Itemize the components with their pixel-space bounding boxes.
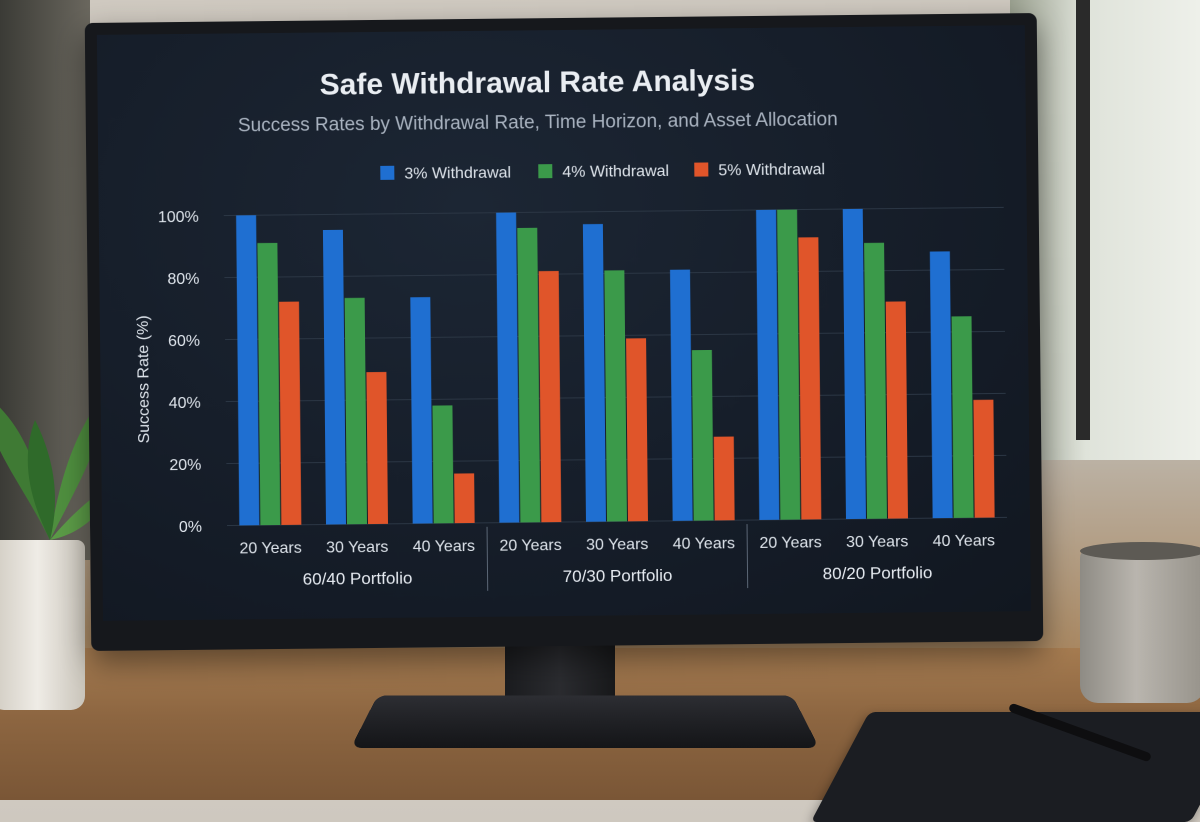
legend-swatch-1 (380, 165, 395, 180)
chart-bars (236, 208, 995, 526)
group-label: 80/20 Portfolio (823, 563, 933, 583)
x-tick-label: 20 Years (239, 540, 301, 558)
x-tick-label: 30 Years (586, 536, 648, 554)
bar-70-30-portfolio-20-years-1 (496, 212, 520, 523)
chart-legend: 3% Withdrawal 4% Withdrawal 5% Withdrawal (380, 161, 825, 183)
bar-70-30-portfolio-40-years-2 (691, 349, 714, 521)
y-axis-ticks: 0% 20% 40% 60% 80% 100% (158, 209, 202, 536)
bar-60-40-portfolio-20-years-1 (236, 215, 260, 526)
chart-title: Safe Withdrawal Rate Analysis (320, 64, 756, 102)
bar-60-40-portfolio-40-years-1 (410, 297, 433, 524)
x-tick-label: 30 Years (326, 539, 388, 557)
legend-swatch-2 (538, 164, 553, 179)
bar-80-20-portfolio-20-years-2 (777, 209, 801, 520)
coffee-mug-rim (1080, 542, 1200, 560)
bar-70-30-portfolio-30-years-2 (604, 270, 627, 522)
bar-80-20-portfolio-30-years-2 (864, 242, 887, 519)
chart-subtitle: Success Rates by Withdrawal Rate, Time H… (238, 109, 838, 136)
bar-70-30-portfolio-40-years-1 (670, 269, 693, 521)
monitor: Safe Withdrawal Rate Analysis Success Ra… (84, 13, 1044, 651)
bar-60-40-portfolio-20-years-3 (279, 301, 302, 525)
x-tick-label: 40 Years (673, 535, 735, 553)
monitor-screen: Safe Withdrawal Rate Analysis Success Ra… (96, 25, 1031, 621)
group-label: 60/40 Portfolio (303, 569, 413, 589)
bar-80-20-portfolio-40-years-1 (929, 251, 953, 519)
bar-60-40-portfolio-30-years-3 (366, 371, 388, 525)
bar-70-30-portfolio-30-years-1 (582, 223, 606, 522)
bar-60-40-portfolio-30-years-1 (322, 229, 347, 525)
monitor-stand-base (350, 695, 820, 748)
legend-label-1: 3% Withdrawal (404, 165, 511, 183)
bar-80-20-portfolio-30-years-1 (842, 208, 866, 520)
background-window (1010, 0, 1200, 460)
bar-80-20-portfolio-20-years-1 (756, 209, 780, 520)
bar-80-20-portfolio-40-years-2 (951, 316, 974, 518)
x-tick-label: 40 Years (413, 538, 475, 556)
y-tick-label: 60% (168, 333, 200, 350)
x-tick-label: 20 Years (759, 534, 821, 552)
window-frame (1076, 0, 1090, 440)
legend-label-2: 4% Withdrawal (562, 163, 669, 181)
legend-label-3: 5% Withdrawal (718, 161, 825, 179)
bar-70-30-portfolio-20-years-3 (538, 270, 562, 523)
bar-80-20-portfolio-30-years-3 (885, 301, 908, 519)
bar-80-20-portfolio-40-years-3 (973, 399, 995, 518)
x-tick-label: 30 Years (846, 533, 908, 551)
y-tick-label: 100% (158, 209, 199, 226)
plant-pot (0, 540, 85, 710)
group-separator (486, 526, 489, 591)
bar-70-30-portfolio-20-years-2 (517, 227, 541, 523)
bar-80-20-portfolio-20-years-3 (798, 237, 822, 520)
y-tick-label: 80% (167, 271, 199, 288)
bar-70-30-portfolio-40-years-3 (713, 436, 735, 521)
group-separator (746, 524, 749, 589)
bar-70-30-portfolio-30-years-3 (626, 338, 648, 522)
x-tick-label: 20 Years (499, 537, 561, 555)
bar-60-40-portfolio-40-years-3 (454, 473, 475, 524)
y-axis-label: Success Rate (%) (135, 315, 153, 443)
bar-60-40-portfolio-20-years-2 (257, 242, 281, 526)
legend-swatch-3 (694, 162, 709, 177)
grid-line-5 (223, 206, 1004, 217)
coffee-mug (1080, 548, 1200, 703)
bar-60-40-portfolio-40-years-2 (432, 405, 454, 524)
bar-60-40-portfolio-30-years-2 (344, 297, 368, 525)
y-tick-label: 40% (169, 395, 201, 412)
chart: Safe Withdrawal Rate Analysis Success Ra… (135, 64, 1007, 591)
y-tick-label: 0% (179, 519, 202, 536)
y-tick-label: 20% (169, 457, 201, 474)
x-tick-label: 40 Years (933, 532, 995, 550)
notebook (810, 712, 1200, 822)
group-label: 70/30 Portfolio (563, 566, 673, 586)
